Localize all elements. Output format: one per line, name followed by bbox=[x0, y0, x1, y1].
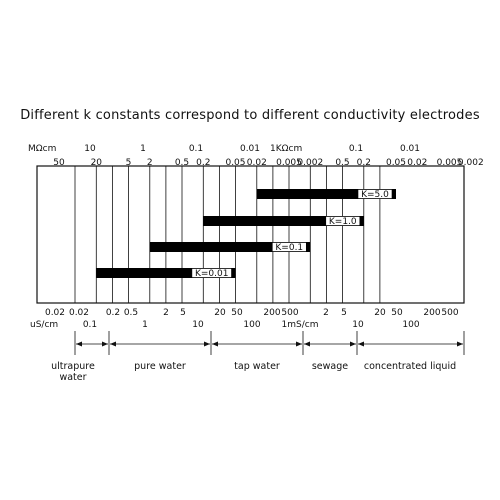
bottom-minor-label: 200 bbox=[423, 308, 440, 318]
top-major-label: 0.01 bbox=[240, 144, 260, 154]
top-major-label: 10 bbox=[84, 144, 96, 154]
category-label: concentrated liquid bbox=[364, 361, 456, 372]
top-minor-label: 0.02 bbox=[247, 158, 267, 168]
arrow-head bbox=[76, 341, 82, 347]
bottom-minor-label: 0.02 bbox=[45, 308, 65, 318]
bottom-minor-label: 20 bbox=[214, 308, 226, 318]
arrow-head bbox=[350, 341, 356, 347]
electrode-range-bar bbox=[149, 242, 311, 252]
arrow-head bbox=[457, 341, 463, 347]
top-major-label: 0.1 bbox=[189, 144, 203, 154]
arrow-head bbox=[204, 341, 210, 347]
top-minor-label: 0.002 bbox=[458, 158, 484, 168]
top-minor-label: 0.002 bbox=[297, 158, 323, 168]
bottom-minor-label: 0.02 bbox=[69, 308, 89, 318]
bottom-minor-label: 20 bbox=[374, 308, 386, 318]
bottom-minor-label: 500 bbox=[281, 308, 298, 318]
category-label: sewage bbox=[312, 361, 348, 372]
bottom-minor-label: 2 bbox=[163, 308, 169, 318]
category-label: ultrapure bbox=[51, 361, 95, 372]
arrow-head bbox=[304, 341, 310, 347]
top-unit-label: MΩcm bbox=[28, 144, 56, 154]
bottom-minor-label: 2 bbox=[323, 308, 329, 318]
bottom-minor-label: 0.2 bbox=[106, 308, 120, 318]
bottom-major-label: 1 bbox=[142, 320, 148, 330]
top-minor-label: 0.05 bbox=[386, 158, 406, 168]
bottom-major-label: 10 bbox=[192, 320, 204, 330]
bottom-major-label: 100 bbox=[243, 320, 260, 330]
arrow-head bbox=[358, 341, 364, 347]
arrow-head bbox=[102, 341, 108, 347]
bottom-unit-label: 1mS/cm bbox=[282, 320, 319, 330]
top-minor-label: 0.2 bbox=[196, 158, 210, 168]
arrow-head bbox=[296, 341, 302, 347]
electrode-label-box bbox=[191, 268, 232, 278]
electrode-label-box bbox=[357, 189, 393, 199]
bottom-major-label: 0.1 bbox=[83, 320, 97, 330]
diagram-frame bbox=[36, 165, 465, 304]
top-minor-label: 50 bbox=[53, 158, 65, 168]
top-unit-label: 1KΩcm bbox=[270, 144, 302, 154]
bottom-minor-label: 200 bbox=[263, 308, 280, 318]
top-major-label: 0.01 bbox=[400, 144, 420, 154]
bottom-minor-label: 500 bbox=[441, 308, 458, 318]
electrode-range-bar bbox=[96, 268, 236, 278]
bottom-unit-label: uS/cm bbox=[30, 320, 58, 330]
top-minor-label: 0.005 bbox=[276, 158, 302, 168]
bottom-minor-label: 50 bbox=[231, 308, 243, 318]
top-minor-label: 0.02 bbox=[407, 158, 427, 168]
category-label: water bbox=[59, 372, 86, 383]
top-minor-label: 0.5 bbox=[335, 158, 349, 168]
electrode-label: K=5.0 bbox=[361, 190, 389, 200]
electrode-label-box bbox=[271, 242, 307, 252]
electrode-label: K=0.01 bbox=[195, 269, 228, 279]
bottom-major-label: 10 bbox=[352, 320, 364, 330]
category-label: tap water bbox=[234, 361, 280, 372]
bottom-minor-label: 5 bbox=[341, 308, 347, 318]
electrode-range-bar bbox=[203, 216, 364, 226]
top-minor-label: 0.2 bbox=[357, 158, 371, 168]
bottom-minor-label: 50 bbox=[391, 308, 403, 318]
top-minor-label: 2 bbox=[147, 158, 153, 168]
diagram-title: Different k constants correspond to diff… bbox=[20, 108, 480, 123]
top-minor-label: 5 bbox=[126, 158, 132, 168]
electrode-range-bar bbox=[256, 189, 396, 199]
bottom-major-label: 100 bbox=[402, 320, 419, 330]
top-minor-label: 0.5 bbox=[175, 158, 189, 168]
electrode-label: K=0.1 bbox=[275, 243, 303, 253]
top-minor-label: 0.005 bbox=[437, 158, 463, 168]
bottom-minor-label: 0.5 bbox=[124, 308, 138, 318]
top-minor-label: 0.05 bbox=[225, 158, 245, 168]
arrow-head bbox=[110, 341, 116, 347]
top-major-label: 1 bbox=[140, 144, 146, 154]
category-label: pure water bbox=[134, 361, 186, 372]
bottom-minor-label: 5 bbox=[180, 308, 186, 318]
electrode-label-box bbox=[325, 216, 361, 226]
top-major-label: 0.1 bbox=[349, 144, 363, 154]
electrode-label: K=1.0 bbox=[329, 217, 357, 227]
top-minor-label: 20 bbox=[91, 158, 103, 168]
arrow-head bbox=[212, 341, 218, 347]
